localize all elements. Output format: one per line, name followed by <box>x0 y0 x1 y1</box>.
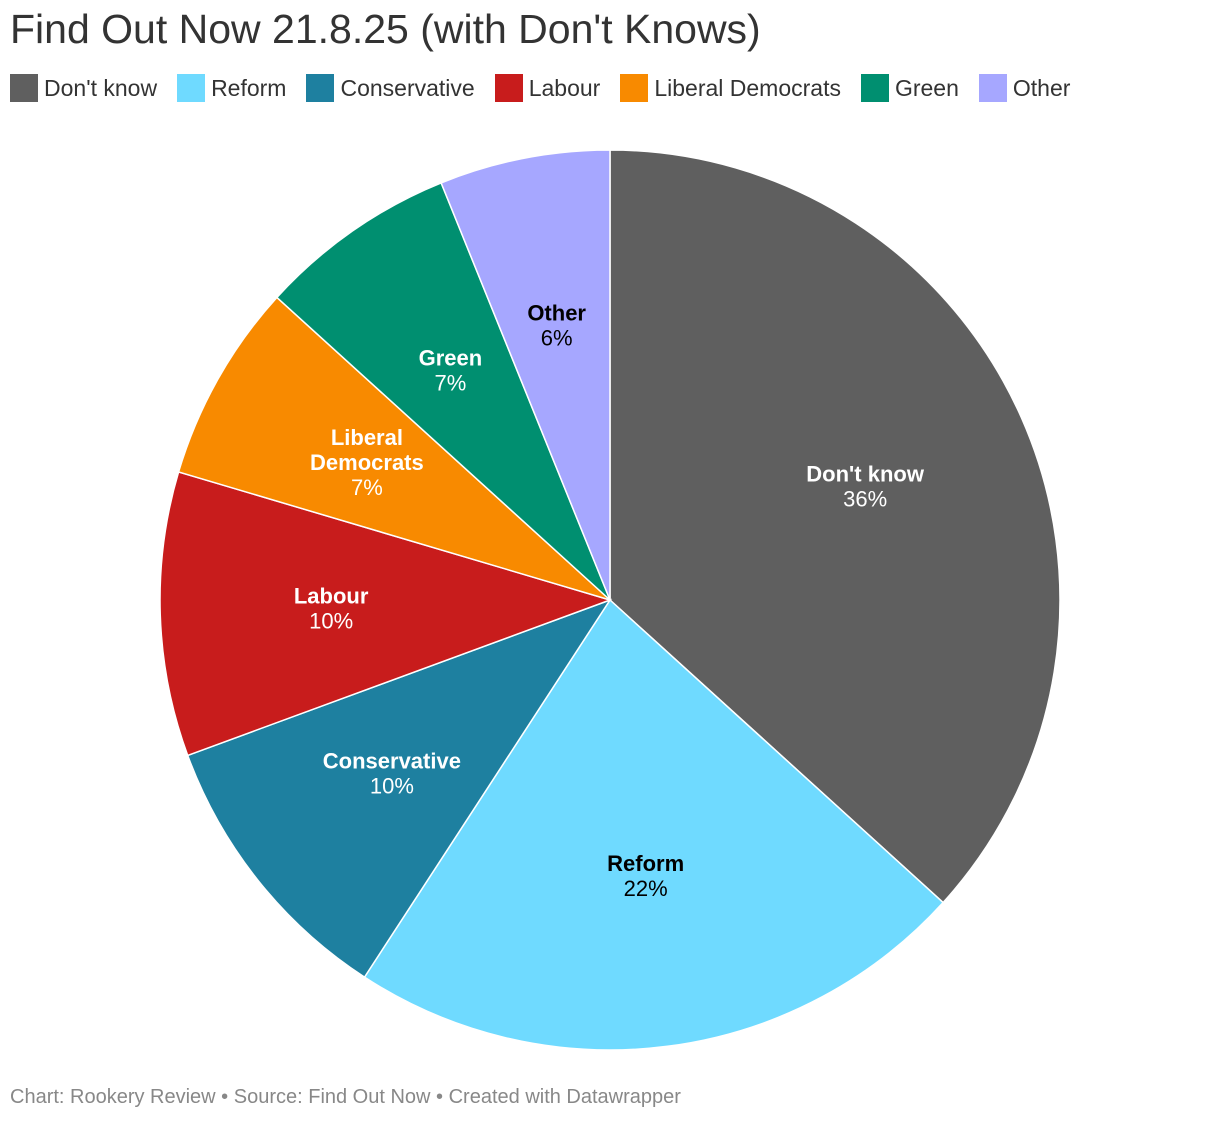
legend-item: Liberal Democrats <box>620 74 841 102</box>
slice-value: 10% <box>370 773 414 798</box>
pie-slice <box>159 471 613 757</box>
slice-label: Don't know 36% <box>806 462 925 512</box>
legend-label: Reform <box>211 74 287 101</box>
pie-labels: Don't know 36%Reform 22%Conservative 10%Lab… <box>294 301 925 902</box>
legend-swatch <box>494 74 523 102</box>
slice-label: Reform 22% <box>607 851 684 901</box>
legend-label: Liberal Democrats <box>654 74 841 101</box>
slice-name: Conservative <box>323 748 461 773</box>
pie-slices <box>159 149 1061 1051</box>
legend-item: Reform <box>177 74 286 102</box>
slice-name: Reform <box>607 851 684 876</box>
legend-label: Labour <box>528 74 601 101</box>
pie-slice <box>186 598 612 979</box>
legend-item: Conservative <box>306 74 475 102</box>
pie-slice <box>177 296 611 601</box>
slice-name: Labour <box>294 583 369 608</box>
legend-label: Conservative <box>340 74 475 101</box>
legend-swatch <box>860 74 889 102</box>
slice-label: Other 6% <box>527 301 586 351</box>
legend-swatch <box>306 74 335 102</box>
slice-name: Green <box>419 346 483 371</box>
slice-name: Don't know <box>806 462 925 487</box>
chart-legend: Don't know Reform Conservative Labour Libera… <box>10 74 1090 102</box>
slice-value: 36% <box>843 487 887 512</box>
slice-value: 6% <box>541 326 573 351</box>
slice-value: 22% <box>624 876 668 901</box>
slice-label: Labour 10% <box>294 583 369 633</box>
slice-label: Liberal Democrats 7% <box>310 425 424 500</box>
slice-value: 10% <box>309 608 353 633</box>
slice-name: Liberal <box>331 425 403 450</box>
legend-swatch <box>177 74 206 102</box>
legend-swatch <box>978 74 1007 102</box>
legend-item: Don't know <box>10 74 157 102</box>
slice-label: Green 7% <box>419 346 483 396</box>
slice-name: Other <box>527 301 586 326</box>
slice-label: Conservative 10% <box>323 748 461 798</box>
legend-item: Labour <box>494 74 601 102</box>
slice-name: Democrats <box>310 450 424 475</box>
pie-slice <box>440 149 611 601</box>
slice-value: 7% <box>434 371 466 396</box>
legend-swatch <box>10 74 38 102</box>
chart-title: Find Out Now 21.8.25 (with Don't Knows) <box>10 6 761 52</box>
chart-footer: Chart: Rookery Review • Source: Find Out… <box>10 1086 681 1108</box>
pie-slice <box>363 598 945 1051</box>
legend-item: Other <box>978 74 1071 102</box>
legend-swatch <box>620 74 649 102</box>
legend-label: Green <box>894 74 959 101</box>
slice-value: 7% <box>351 475 383 500</box>
legend-item: Green <box>860 74 959 102</box>
pie-slice <box>609 149 1061 904</box>
legend-label: Don't know <box>44 74 158 101</box>
legend-label: Other <box>1012 74 1071 101</box>
pie-slice <box>275 181 611 601</box>
